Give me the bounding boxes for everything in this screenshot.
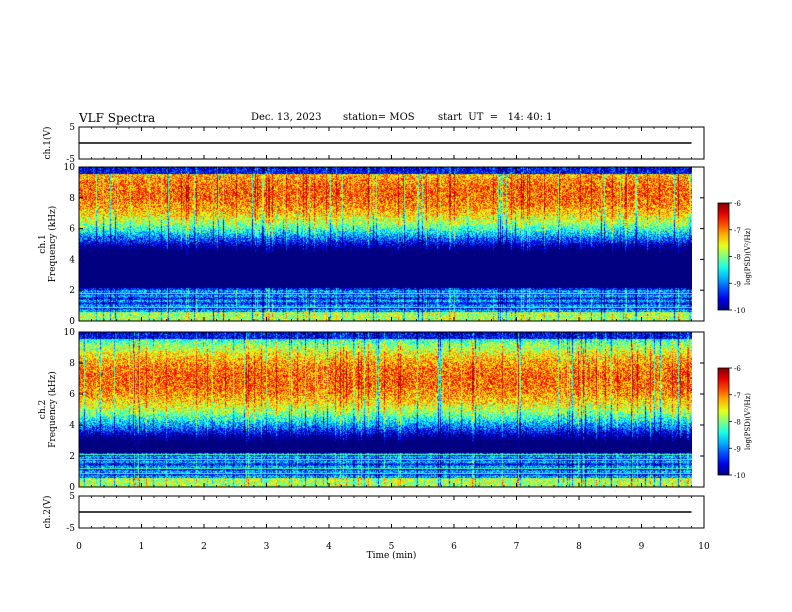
y-tick-label: 0: [69, 317, 75, 327]
chart-title: VLF Spectra: [79, 111, 156, 125]
colorbar-tick-label: -6: [734, 200, 741, 208]
colorbar: [717, 202, 730, 311]
spectrogram-image-1: [79, 167, 692, 321]
y-tick-label: -5: [66, 155, 75, 165]
colorbar-tick-label: -10: [734, 472, 745, 480]
colorbar: [717, 367, 730, 476]
colorbar-tick-label: -9: [734, 445, 741, 453]
spectrogram-image-2: [79, 332, 692, 487]
start-time-label: start UT = 14: 40: 1: [438, 112, 553, 123]
colorbar-tick-label: -7: [734, 392, 741, 400]
y-axis-title: ch.1: [38, 234, 48, 253]
y-tick-label: 10: [64, 163, 76, 173]
colorbar-tick-label: -6: [734, 365, 741, 373]
colorbar-tick-label: -7: [734, 227, 741, 235]
y-axis-title: ch.1(V): [42, 127, 53, 160]
x-tick-label: 3: [264, 542, 270, 552]
y-tick-label: -5: [66, 524, 75, 534]
y-axis-title: Frequency (kHz): [47, 206, 58, 283]
y-tick-label: 0: [69, 483, 75, 493]
x-tick-label: 6: [451, 542, 457, 552]
x-tick-label: 5: [389, 542, 395, 552]
y-tick-label: 8: [69, 194, 75, 204]
y-axis-title: ch.2: [38, 400, 48, 419]
y-tick-label: 4: [69, 421, 75, 431]
y-tick-label: 2: [69, 452, 75, 462]
colorbar-title: log(PSD)(V²/Hz): [744, 228, 752, 285]
y-tick-label: 4: [69, 255, 75, 265]
date-label: Dec. 13, 2023: [251, 112, 322, 123]
x-tick-label: 1: [139, 542, 145, 552]
colorbar-tick-label: -9: [734, 280, 741, 288]
x-tick-label: 9: [639, 542, 645, 552]
colorbar-tick-label: -8: [734, 419, 741, 427]
x-tick-label: 2: [201, 542, 207, 552]
y-axis-title: Frequency (kHz): [47, 371, 58, 448]
y-tick-label: 5: [69, 123, 75, 133]
station-label: station= MOS: [343, 112, 415, 123]
colorbar-tick-label: -8: [734, 254, 741, 262]
y-tick-label: 10: [64, 328, 76, 338]
x-tick-label: 0: [76, 542, 82, 552]
x-tick-label: 8: [576, 542, 582, 552]
x-axis-title: Time (min): [367, 550, 417, 561]
y-tick-label: 6: [69, 390, 75, 400]
y-tick-label: 5: [69, 492, 75, 502]
x-tick-label: 4: [326, 542, 332, 552]
x-tick-label: 7: [514, 542, 520, 552]
y-axis-title: ch.2(V): [42, 496, 53, 529]
x-tick-label: 10: [698, 542, 710, 552]
y-tick-label: 2: [69, 286, 75, 296]
colorbar-title: log(PSD)(V²/Hz): [744, 393, 752, 450]
y-tick-label: 6: [69, 225, 75, 235]
colorbar-tick-label: -10: [734, 307, 745, 315]
y-tick-label: 8: [69, 359, 75, 369]
